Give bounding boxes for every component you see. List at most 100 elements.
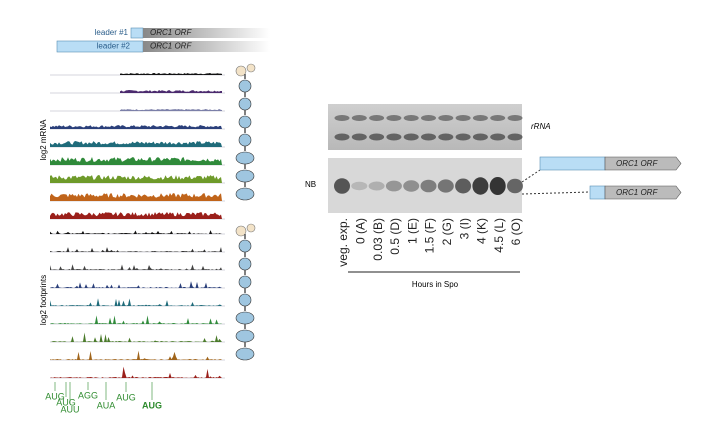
cell-icon [235, 187, 255, 201]
coverage [50, 141, 222, 147]
rrna-band [507, 133, 523, 141]
cell-icon [246, 63, 256, 73]
coverage [50, 332, 222, 342]
rrna-band [334, 133, 350, 141]
lane-label: 0 (A) [353, 218, 367, 244]
footprints-axis-label: log2 footprints [39, 275, 48, 325]
cell-icon [235, 169, 255, 183]
coverage [120, 90, 222, 93]
nb-gel [328, 158, 522, 213]
cell-icon [238, 239, 252, 253]
coverage [50, 212, 222, 219]
rrna-band [403, 133, 419, 141]
cell-icon [238, 257, 252, 271]
cell-icon [235, 347, 255, 361]
rrna-band [472, 115, 488, 121]
coverage [120, 109, 222, 111]
rrna-band [421, 115, 436, 121]
leader-2-label: leader #2 [97, 42, 131, 51]
orf-label: ORC1 ORF [616, 188, 658, 197]
lane-label: 4 (K) [475, 218, 489, 244]
leader-schematic: leader #1 ORC1 ORF leader #2 ORC1 ORF [56, 27, 270, 53]
rrna-band [438, 115, 454, 121]
nb-band [403, 180, 420, 192]
rrna-band [490, 115, 506, 121]
nb-band [472, 177, 489, 195]
codon-label: AUA [97, 400, 116, 410]
rrna-band [369, 115, 385, 121]
coverage [50, 193, 222, 201]
rrna-band [507, 115, 523, 121]
rrna-band [438, 133, 454, 141]
nb-band [334, 178, 350, 194]
coverage [50, 315, 222, 324]
cell-icon [238, 79, 252, 93]
rrna-band [369, 133, 385, 141]
lane-label: 6 (O) [509, 218, 523, 245]
rrna-band [386, 133, 402, 141]
lane-labels: veg. exp. 0 (A) 0.03 (B) 0.5 (D) 1 (E) 1.5 (F… [336, 218, 523, 267]
cell-icon [238, 275, 252, 289]
coverage-tracks [50, 73, 225, 379]
axis-label: Hours in Spo [412, 280, 459, 289]
rrna-band [334, 115, 350, 121]
rrna-band [472, 133, 488, 141]
lane-label: 4.5 (L) [492, 218, 506, 253]
lane-label: 0.5 (D) [388, 218, 402, 255]
rrna-band [455, 115, 471, 121]
cell-icon [238, 293, 252, 307]
coverage [50, 281, 222, 288]
nb-band [455, 178, 472, 194]
rrna-gel [328, 104, 522, 150]
rrna-band [386, 115, 402, 121]
rrna-band [490, 133, 506, 141]
cell-icon [235, 329, 255, 343]
cell-icon [235, 311, 255, 325]
codon-label: AUG [45, 391, 65, 401]
lane-label: 1.5 (F) [423, 218, 437, 253]
lane-label: 3 (I) [457, 218, 471, 239]
cell-icon [238, 97, 252, 111]
rrna-band [351, 115, 367, 121]
lane-label: veg. exp. [336, 218, 350, 267]
meiosis-icons [235, 63, 256, 361]
nb-band [351, 181, 368, 191]
rrna-band [403, 115, 419, 121]
cell-icon [235, 151, 255, 165]
rrna-label: rRNA [531, 122, 551, 131]
codon-label: AUG [56, 397, 76, 407]
gel-bands [334, 115, 523, 195]
nb-band [368, 181, 385, 191]
orf-label: ORC1 ORF [150, 42, 192, 51]
rrna-band [421, 133, 436, 141]
cell-icon [238, 133, 252, 147]
nb-band [437, 179, 454, 193]
coverage [50, 247, 222, 252]
nb-band [507, 178, 523, 194]
cell-icon [235, 65, 247, 77]
coverage [50, 230, 222, 234]
nb-band [385, 180, 402, 192]
coverage [50, 264, 222, 270]
coverage [120, 73, 222, 75]
coverage [50, 125, 222, 129]
cell-icon [235, 225, 247, 237]
nb-label: NB [305, 180, 316, 189]
rrna-band [455, 133, 471, 141]
coverage [50, 157, 222, 165]
nb-band [489, 177, 506, 195]
codon-label: AGG [78, 390, 98, 400]
cell-icon [246, 223, 256, 233]
codon-label: AUU [60, 404, 79, 414]
transcript-schematic: ORC1 ORF ORC1 ORF [521, 156, 682, 200]
lane-label: 2 (G) [440, 218, 454, 245]
coverage [50, 366, 222, 378]
codon-label: AUG [116, 392, 136, 402]
lane-label: 1 (E) [405, 218, 419, 244]
nb-band [420, 179, 437, 193]
coverage [50, 298, 222, 306]
leader-1-label: leader #1 [95, 28, 129, 37]
mrna-axis-label: log2 mRNA [39, 119, 48, 161]
